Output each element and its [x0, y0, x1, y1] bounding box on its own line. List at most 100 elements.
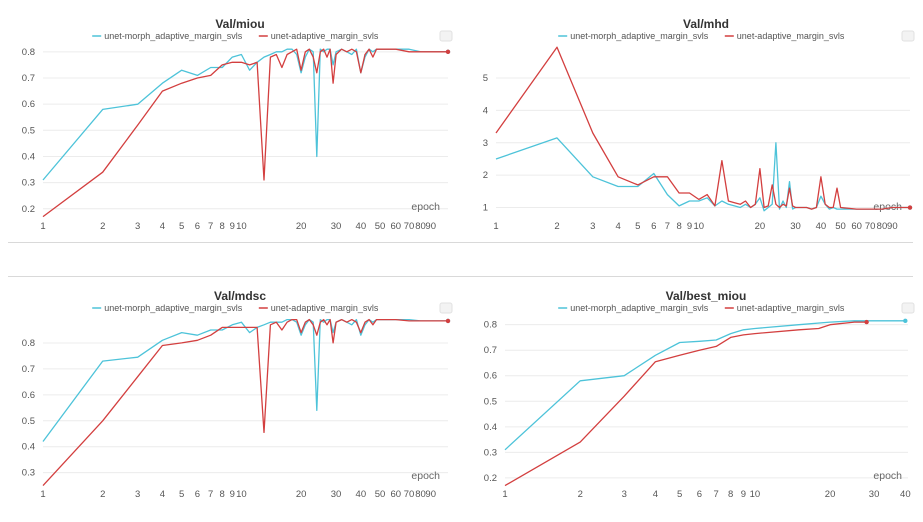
x-tick-label-val-mhd: 90 [887, 221, 898, 232]
x-tick-label-val-mhd: 5 [635, 221, 640, 232]
x-axis-label-val-mdsc: epoch [411, 470, 440, 482]
y-tick-label-val-mhd: 4 [483, 105, 488, 116]
x-tick-label-val-mhd: 50 [835, 221, 846, 232]
legend-label-val-best-miou-1: unet-adaptive_margin_svls [737, 303, 845, 313]
x-tick-label-val-mdsc: 20 [296, 489, 307, 500]
series-line-val-mhd-0 [495, 137, 910, 212]
x-tick-label-val-mhd: 30 [790, 221, 801, 232]
x-tick-label-val-mhd: 70 [865, 221, 876, 232]
legend-label-val-mdsc-1: unet-adaptive_margin_svls [271, 303, 379, 313]
chart-svg-val-best-miou: Val/best_miouunet-morph_adaptive_margin_… [484, 289, 915, 500]
x-tick-label-val-miou: 9 [230, 221, 235, 232]
y-tick-label-val-miou: 0.2 [22, 204, 35, 215]
x-tick-label-val-mhd: 4 [615, 221, 620, 232]
legend-label-val-miou-1: unet-adaptive_margin_svls [271, 31, 379, 41]
x-tick-label-val-miou: 30 [331, 221, 342, 232]
x-tick-label-val-best-miou: 4 [653, 489, 658, 500]
x-tick-label-val-mhd: 8 [677, 221, 682, 232]
chart-panel-val-mdsc: Val/mdsc unet-morph_adaptive_margin_svls u… [0, 277, 453, 522]
x-tick-label-val-mdsc: 4 [160, 489, 165, 500]
x-tick-label-val-miou: 6 [195, 221, 200, 232]
y-tick-label-val-best-miou: 0.7 [484, 345, 497, 356]
x-tick-label-val-mhd: 7 [665, 221, 670, 232]
y-tick-label-val-best-miou: 0.6 [484, 371, 497, 382]
y-tick-label-val-miou: 0.4 [22, 151, 35, 162]
x-tick-label-val-mdsc: 90 [425, 489, 436, 500]
panel-menu-icon-val-mdsc [439, 302, 453, 314]
series-line-val-best-miou-1 [504, 321, 867, 487]
panel-menu-icon-val-best-miou [901, 302, 915, 314]
y-tick-label-val-best-miou: 0.5 [484, 396, 497, 407]
y-tick-label-val-mdsc: 0.8 [22, 338, 35, 349]
series-line-val-mhd-1 [495, 46, 910, 210]
x-tick-label-val-best-miou: 40 [900, 489, 911, 500]
x-tick-label-val-mhd: 10 [694, 221, 705, 232]
x-tick-label-val-miou: 8 [220, 221, 225, 232]
series-line-val-miou-1 [42, 48, 448, 218]
x-tick-label-val-mdsc: 9 [230, 489, 235, 500]
y-tick-label-val-mdsc: 0.7 [22, 364, 35, 375]
chart-title-val-miou: Val/miou [215, 17, 264, 31]
x-tick-label-val-mdsc: 70 [404, 489, 415, 500]
y-tick-label-val-best-miou: 0.4 [484, 422, 497, 433]
x-tick-label-val-miou: 1 [40, 221, 45, 232]
x-tick-label-val-mhd: 1 [493, 221, 498, 232]
legend-label-val-mhd-1: unet-adaptive_margin_svls [737, 31, 845, 41]
y-tick-label-val-mdsc: 0.4 [22, 442, 35, 453]
chart-title-val-mdsc: Val/mdsc [214, 289, 266, 303]
x-tick-label-val-mdsc: 1 [40, 489, 45, 500]
legend-label-val-mdsc-0: unet-morph_adaptive_margin_svls [104, 303, 243, 313]
y-tick-label-val-mhd: 5 [483, 73, 488, 84]
x-tick-label-val-mdsc: 5 [179, 489, 184, 500]
y-tick-label-val-best-miou: 0.8 [484, 320, 497, 331]
y-tick-label-val-mdsc: 0.5 [22, 416, 35, 427]
x-tick-label-val-mdsc: 60 [390, 489, 401, 500]
x-tick-label-val-mhd: 80 [877, 221, 888, 232]
x-tick-label-val-mdsc: 7 [208, 489, 213, 500]
y-tick-label-val-miou: 0.5 [22, 125, 35, 136]
x-tick-label-val-mdsc: 40 [356, 489, 367, 500]
x-tick-label-val-mdsc: 50 [375, 489, 386, 500]
x-tick-label-val-best-miou: 8 [728, 489, 733, 500]
legend-label-val-miou-0: unet-morph_adaptive_margin_svls [104, 31, 243, 41]
x-tick-label-val-best-miou: 5 [677, 489, 682, 500]
legend-val-mhd: unet-morph_adaptive_margin_svls unet-adap… [558, 31, 845, 41]
x-tick-label-val-mdsc: 2 [100, 489, 105, 500]
x-tick-label-val-mdsc: 30 [331, 489, 342, 500]
x-tick-label-val-miou: 90 [425, 221, 436, 232]
row-divider-mid [8, 276, 913, 277]
x-tick-label-val-miou: 60 [390, 221, 401, 232]
x-axis-label-val-miou: epoch [411, 201, 440, 213]
series-end-point-val-best-miou-1 [864, 319, 869, 325]
row-divider-top [8, 242, 913, 243]
x-tick-label-val-mhd: 40 [816, 221, 827, 232]
chart-panel-val-mhd: Val/mhd unet-morph_adaptive_margin_svls un… [460, 0, 915, 245]
x-tick-label-val-best-miou: 3 [622, 489, 627, 500]
x-tick-label-val-best-miou: 7 [714, 489, 719, 500]
x-tick-label-val-best-miou: 30 [869, 489, 880, 500]
y-tick-label-val-best-miou: 0.3 [484, 447, 497, 458]
x-tick-label-val-mhd: 60 [851, 221, 862, 232]
x-axis-label-val-mhd: epoch [873, 201, 902, 213]
x-tick-label-val-miou: 40 [356, 221, 367, 232]
y-tick-label-val-mdsc: 0.3 [22, 468, 35, 479]
chart-title-val-best-miou: Val/best_miou [666, 289, 747, 303]
x-tick-label-val-mdsc: 10 [236, 489, 247, 500]
y-tick-label-val-mhd: 2 [483, 170, 488, 181]
x-tick-label-val-miou: 10 [236, 221, 247, 232]
x-tick-label-val-mhd: 9 [687, 221, 692, 232]
x-tick-label-val-miou: 4 [160, 221, 165, 232]
x-tick-label-val-miou: 7 [208, 221, 213, 232]
legend-val-mdsc: unet-morph_adaptive_margin_svls unet-adap… [92, 303, 379, 313]
series-line-val-mdsc-0 [42, 318, 448, 442]
x-tick-label-val-best-miou: 6 [697, 489, 702, 500]
series-end-point-val-mhd-1 [907, 205, 913, 210]
legend-label-val-best-miou-0: unet-morph_adaptive_margin_svls [570, 303, 709, 313]
y-tick-label-val-best-miou: 0.2 [484, 473, 497, 484]
y-tick-label-val-miou: 0.7 [22, 73, 35, 84]
x-tick-label-val-miou: 3 [135, 221, 140, 232]
y-tick-label-val-mhd: 3 [483, 138, 488, 149]
y-tick-label-val-miou: 0.3 [22, 178, 35, 189]
panel-menu-icon-val-miou [439, 30, 453, 42]
